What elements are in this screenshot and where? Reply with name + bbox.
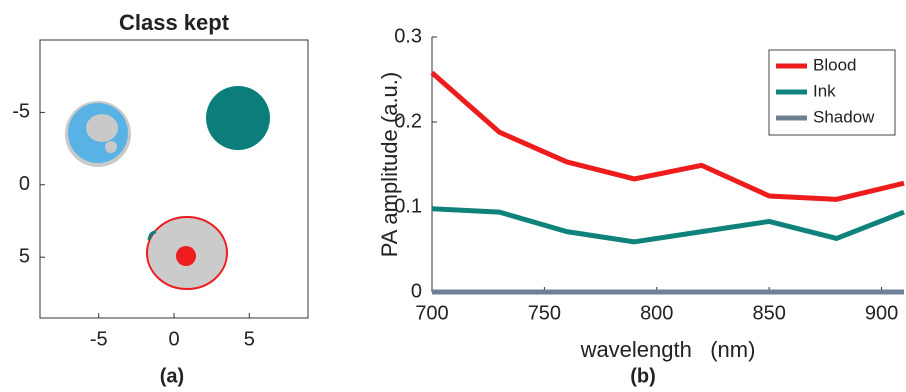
- y-tick-label: -5: [12, 101, 30, 123]
- x-axis-label: wavelength (nm): [580, 337, 756, 362]
- panel-label: (b): [630, 365, 656, 387]
- legend-label: Blood: [813, 55, 856, 74]
- y-tick-label: 0: [411, 280, 422, 302]
- x-tick-label: 850: [752, 302, 785, 324]
- x-tick-label: 800: [640, 302, 673, 324]
- x-tick-label: -5: [90, 328, 108, 350]
- blob-teal: [206, 86, 270, 150]
- blob-gray: [105, 141, 117, 153]
- y-axis-label: PA amplitude (a.u.): [377, 72, 402, 257]
- x-tick-label: 750: [528, 302, 561, 324]
- x-tick-label: 5: [244, 328, 255, 350]
- x-tick-label: 900: [865, 302, 898, 324]
- y-tick-label: 0.3: [394, 25, 422, 47]
- chart-title: Class kept: [119, 10, 230, 35]
- x-tick-label: 0: [168, 328, 179, 350]
- y-tick-label: 0.2: [394, 110, 422, 132]
- legend-label: Shadow: [813, 107, 875, 126]
- y-tick-label: 0.1: [394, 195, 422, 217]
- blob-edge: [147, 230, 157, 241]
- blob-red: [176, 246, 196, 266]
- series-line: [431, 206, 905, 245]
- x-tick-label: 700: [415, 302, 448, 324]
- y-tick-label: 0: [19, 173, 30, 195]
- class-map-image: [65, 86, 270, 290]
- panel-label: (a): [160, 365, 184, 387]
- blob-gray: [86, 114, 118, 142]
- legend-label: Ink: [813, 81, 836, 100]
- y-tick-label: 5: [19, 245, 30, 267]
- series-line: [430, 70, 905, 202]
- axes-box: [39, 39, 309, 319]
